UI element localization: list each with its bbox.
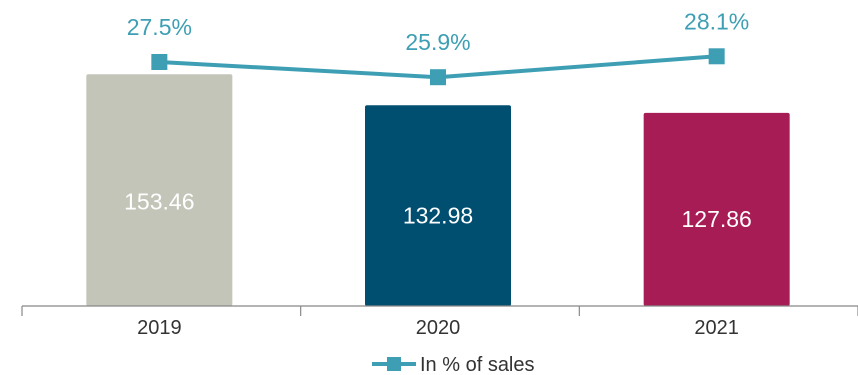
x-axis-tick-label-2019: 2019 (137, 317, 182, 339)
bar-2021 (643, 112, 790, 306)
legend-square-marker (387, 357, 401, 371)
pct-value-label-2019: 27.5% (127, 14, 192, 40)
pct-marker-2020 (430, 69, 446, 86)
bar-value-label-2020: 132.98 (403, 203, 473, 229)
x-axis-tick-label-2021: 2021 (694, 317, 739, 339)
pct-value-label-2020: 25.9% (405, 29, 470, 55)
bar-value-label-2019: 153.46 (124, 189, 194, 215)
pct-marker-2021 (708, 48, 725, 65)
legend-label: In % of sales (420, 354, 535, 375)
bar-2019 (86, 74, 233, 307)
x-axis-ticks: 2019 2020 2021 (21, 306, 858, 339)
bars-layer: 153.46 132.98 127.86 (86, 74, 790, 307)
pct-value-label-2021: 28.1% (684, 8, 749, 34)
legend: In % of sales (372, 354, 535, 375)
bar-value-label-2021: 127.86 (681, 206, 751, 232)
pct-marker-2019 (151, 54, 168, 70)
x-axis-tick-label-2020: 2020 (416, 317, 461, 339)
bar-2020 (365, 105, 511, 307)
pct-line-series: 27.5% 25.9% 28.1% (127, 8, 749, 86)
